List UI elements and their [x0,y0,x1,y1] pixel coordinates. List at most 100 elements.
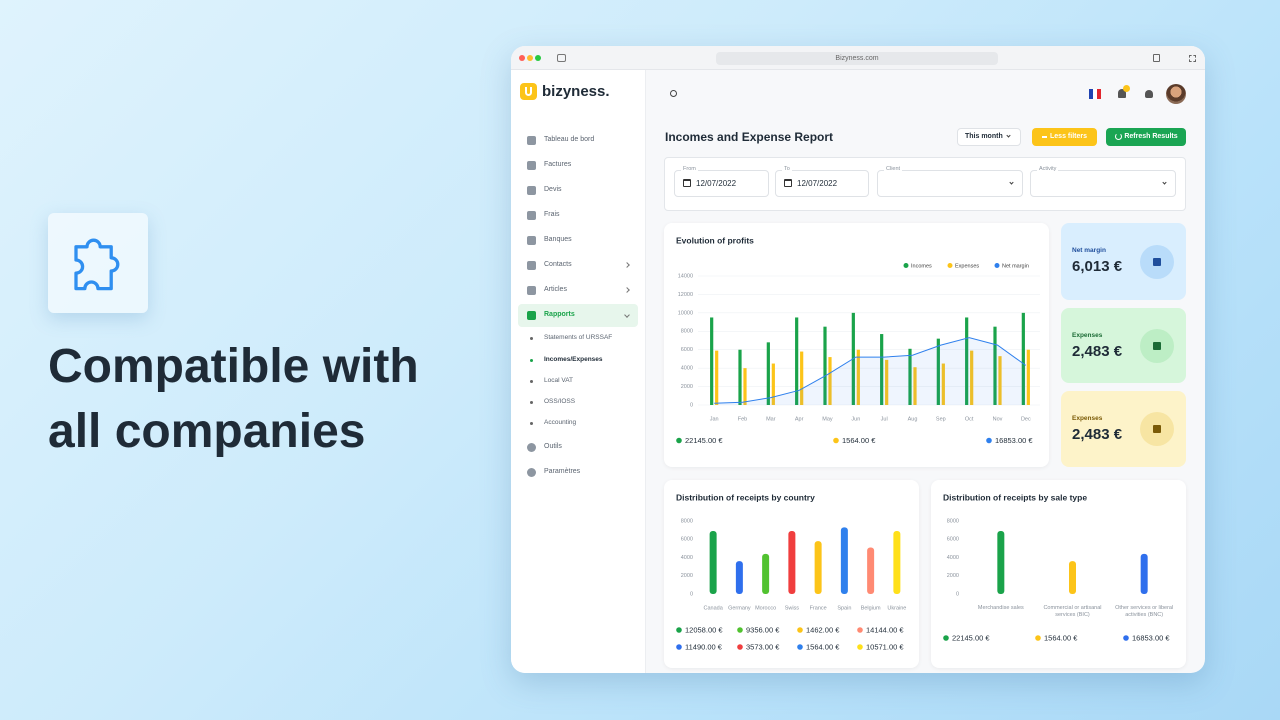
bar [970,350,974,405]
y-tick-label: 0 [690,402,693,408]
menu-item[interactable]: Articles [544,286,567,293]
menu-item[interactable]: Banques [544,236,572,243]
legend-swatch [903,263,909,268]
legend-label: 1564.00 € [806,642,840,651]
submenu-item[interactable]: Local VAT [544,377,574,384]
calendar-icon [683,179,691,187]
button-text[interactable]: Less filters [1050,133,1087,140]
legend-swatch [676,627,682,633]
kpi-value: 6,013 € [1072,258,1123,275]
kpi-glyph [1153,425,1161,433]
total-swatch [943,635,949,641]
x-tick-label: Belgium [861,605,881,611]
menu-item[interactable]: Outils [544,443,562,450]
button-text[interactable]: Refresh Results [1124,133,1178,140]
legend-swatch [797,644,803,650]
chart-title: Distribution of receipts by country [676,492,815,502]
menu-item[interactable]: Contacts [544,261,572,268]
bar [908,348,912,405]
window-dot [519,55,525,61]
submenu-item[interactable]: Accounting [544,419,577,426]
legend-label: 10571.00 € [866,642,904,651]
bar [710,317,714,405]
avatar [1166,84,1186,104]
menu-icon [527,468,536,477]
line-area [714,337,1026,405]
kpi-glyph [1153,257,1161,266]
filter-field[interactable] [674,170,769,197]
less-filters-button[interactable] [1032,128,1097,146]
filter-field[interactable] [877,170,1023,197]
legend-label: 11490.00 € [685,642,723,651]
legend-label: 3573.00 € [746,642,780,651]
kpi-label: Expenses [1072,332,1103,339]
total-swatch [986,437,992,444]
menu-item[interactable]: Devis [544,186,562,193]
bar [965,317,969,405]
line [714,337,1027,404]
legend-swatch [797,627,803,633]
x-tick-label: Jun [851,416,860,422]
bar [771,363,775,405]
bar [840,527,848,594]
chart-title: Evolution of profits [676,235,754,245]
submenu-item[interactable]: Incomes/Expenses [544,356,603,363]
menu-item[interactable]: Tableau de bord [544,136,595,143]
y-tick-label: 6000 [947,537,959,543]
y-tick-label: 8000 [681,329,693,335]
refresh-button[interactable] [1106,128,1186,146]
bar [743,368,747,405]
bell-badge [1123,85,1130,92]
x-tick-label: Jul [881,416,888,422]
x-tick-label: Oct [965,416,974,422]
x-tick-label: Ukraine [887,605,906,611]
refresh-icon [1115,133,1122,140]
total-label: 22145.00 € [952,633,990,642]
menu-icon [527,186,536,195]
submenu-item[interactable]: Statements of URSSAF [544,334,613,341]
y-tick-label: 2000 [681,573,693,579]
submenu-dot [530,401,533,404]
puzzle-icon-card [48,213,148,313]
bar [1026,349,1030,405]
window-dot [527,55,533,61]
legend-label: 14144.00 € [866,625,904,634]
logo-text: bizyness. [542,83,610,100]
menu-item[interactable]: Paramètres [544,468,581,475]
legend-label: Incomes [911,263,932,269]
bar [867,547,875,594]
y-tick-label: 8000 [947,518,959,524]
legend-swatch [676,644,682,650]
window-dot [535,55,541,61]
menu-item[interactable]: Factures [544,161,572,168]
x-tick-label: Commercial or artisanal services (BIC) [1043,605,1101,618]
menu-item[interactable]: Rapports [544,311,575,318]
x-tick-label: Morocco [755,605,776,611]
x-tick-label: May [822,416,833,422]
submenu-item[interactable]: OSS/IOSS [544,398,576,405]
filter-value: 12/07/2022 [696,179,737,188]
y-tick-label: 14000 [678,273,693,279]
menu-icon [527,136,536,145]
headline: Compatible with all companies [48,340,419,458]
menu-icon [527,261,536,270]
filter-field[interactable] [775,170,869,197]
legend-swatch [947,263,953,268]
filter-field[interactable] [1030,170,1176,197]
bar [823,326,827,405]
submenu-dot [530,422,533,425]
chart-card [664,223,1049,467]
bar [738,349,742,405]
kpi-value: 2,483 € [1072,343,1123,360]
kpi-label: Expenses [1072,415,1103,422]
bar [762,553,770,594]
month-select[interactable] [957,128,1021,146]
menu-item[interactable]: Frais [544,211,560,218]
bar [814,541,822,594]
button-text[interactable]: This month [965,133,1003,140]
menu-icon [527,236,536,245]
filter-label: Client [884,165,903,173]
bar [709,531,717,594]
url-text: Bizyness.com [835,55,879,62]
bar [800,351,804,405]
